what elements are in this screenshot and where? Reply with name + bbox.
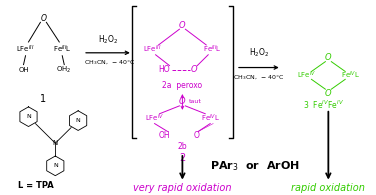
Text: H$_2$O$_2$: H$_2$O$_2$ — [249, 47, 269, 59]
Text: N: N — [76, 118, 80, 123]
Text: 2a  peroxo: 2a peroxo — [162, 81, 202, 90]
Text: PAr$_3$  or  ArOH: PAr$_3$ or ArOH — [210, 159, 300, 173]
Text: 1: 1 — [40, 94, 47, 104]
Text: Fe$^{IV}$L: Fe$^{IV}$L — [201, 113, 220, 124]
Text: Fe$^{IV}$L: Fe$^{IV}$L — [341, 70, 360, 81]
Text: LFe$^{IV}$: LFe$^{IV}$ — [297, 70, 316, 81]
Text: LFe$^{III}$: LFe$^{III}$ — [143, 44, 162, 56]
Text: N: N — [53, 163, 58, 168]
Text: Fe$^{III}$L: Fe$^{III}$L — [203, 44, 221, 56]
Text: HO: HO — [159, 65, 170, 74]
Text: 2b: 2b — [177, 142, 187, 151]
Text: OH: OH — [159, 131, 170, 140]
Text: H$_2$O$_2$: H$_2$O$_2$ — [98, 34, 118, 46]
Text: taut: taut — [188, 99, 201, 105]
Text: O: O — [179, 21, 186, 30]
Text: LFe$^{IV}$: LFe$^{IV}$ — [145, 113, 164, 124]
Text: LFe$^{III}$: LFe$^{III}$ — [16, 44, 35, 56]
Text: O: O — [191, 65, 198, 74]
Text: O: O — [193, 131, 199, 140]
Text: CH$_3$CN,  − 40°C: CH$_3$CN, − 40°C — [233, 73, 285, 82]
Text: N: N — [53, 140, 58, 146]
Text: very rapid oxidation: very rapid oxidation — [133, 183, 232, 193]
Text: Fe$^{III}$L: Fe$^{III}$L — [53, 44, 71, 56]
Text: 2: 2 — [179, 153, 185, 163]
Text: N: N — [26, 114, 31, 119]
Text: O: O — [179, 98, 186, 106]
Text: O: O — [40, 14, 46, 23]
Text: L = TPA: L = TPA — [18, 181, 53, 190]
Text: CH$_3$CN,  − 40°C: CH$_3$CN, − 40°C — [84, 58, 136, 67]
Text: OH: OH — [18, 66, 29, 73]
Text: O: O — [325, 53, 332, 62]
Text: OH$_2$: OH$_2$ — [56, 64, 72, 75]
Text: rapid oxidation: rapid oxidation — [291, 183, 365, 193]
Text: O: O — [325, 89, 332, 98]
Text: 3  Fe$^{IV}$Fe$^{IV}$: 3 Fe$^{IV}$Fe$^{IV}$ — [303, 99, 344, 111]
